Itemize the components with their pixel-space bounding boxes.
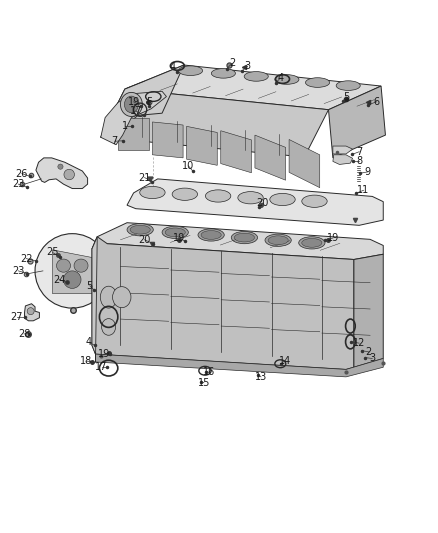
Text: 1: 1 xyxy=(122,122,128,131)
Ellipse shape xyxy=(302,195,327,207)
Text: 19: 19 xyxy=(173,232,185,243)
Text: 14: 14 xyxy=(279,356,291,366)
Text: 19: 19 xyxy=(98,349,110,359)
Polygon shape xyxy=(328,86,385,158)
Text: 17: 17 xyxy=(95,362,108,372)
Ellipse shape xyxy=(100,286,117,308)
Text: 4: 4 xyxy=(170,62,176,72)
Text: 24: 24 xyxy=(53,274,65,285)
Polygon shape xyxy=(36,158,88,189)
Text: 5: 5 xyxy=(343,92,349,102)
Ellipse shape xyxy=(211,69,236,78)
Text: 20: 20 xyxy=(138,235,151,245)
Circle shape xyxy=(27,308,34,314)
Polygon shape xyxy=(333,146,353,154)
Text: 23: 23 xyxy=(12,179,25,189)
Ellipse shape xyxy=(74,259,88,272)
Text: 19: 19 xyxy=(327,233,339,243)
Text: 8: 8 xyxy=(356,156,362,166)
Polygon shape xyxy=(255,135,286,180)
Text: 18: 18 xyxy=(80,356,92,366)
Text: 20: 20 xyxy=(257,198,269,208)
Polygon shape xyxy=(95,354,383,377)
Text: 7: 7 xyxy=(112,136,118,146)
Ellipse shape xyxy=(305,78,330,87)
Ellipse shape xyxy=(198,229,224,241)
Text: 3: 3 xyxy=(244,61,251,71)
Text: 5: 5 xyxy=(87,281,93,291)
Text: 25: 25 xyxy=(46,247,59,257)
Polygon shape xyxy=(101,65,184,138)
Ellipse shape xyxy=(234,233,254,242)
Text: 5: 5 xyxy=(146,97,152,107)
Text: 26: 26 xyxy=(16,168,28,179)
Polygon shape xyxy=(354,254,383,367)
Text: 23: 23 xyxy=(12,266,25,276)
Ellipse shape xyxy=(270,193,295,206)
Polygon shape xyxy=(127,179,383,225)
Text: 4: 4 xyxy=(86,337,92,348)
Ellipse shape xyxy=(299,237,325,249)
Text: 19: 19 xyxy=(127,97,140,107)
Polygon shape xyxy=(92,237,354,369)
Ellipse shape xyxy=(113,287,131,308)
Circle shape xyxy=(64,169,74,180)
Ellipse shape xyxy=(268,236,288,245)
Ellipse shape xyxy=(130,225,150,234)
Circle shape xyxy=(35,233,110,308)
Text: 16: 16 xyxy=(203,367,215,377)
Ellipse shape xyxy=(102,319,116,335)
Ellipse shape xyxy=(205,190,231,202)
Polygon shape xyxy=(152,122,183,158)
Text: 11: 11 xyxy=(357,185,370,195)
Text: 7: 7 xyxy=(356,147,362,157)
Ellipse shape xyxy=(57,259,71,272)
Ellipse shape xyxy=(140,187,165,199)
Polygon shape xyxy=(92,237,97,362)
Text: 15: 15 xyxy=(198,377,210,387)
Ellipse shape xyxy=(231,231,258,244)
Text: 22: 22 xyxy=(20,254,32,264)
Polygon shape xyxy=(101,89,328,157)
Text: 2: 2 xyxy=(229,58,235,68)
Ellipse shape xyxy=(162,226,188,238)
Circle shape xyxy=(64,271,81,288)
Ellipse shape xyxy=(275,75,299,84)
Text: 2: 2 xyxy=(366,347,372,357)
Text: 28: 28 xyxy=(18,329,30,339)
Circle shape xyxy=(58,164,63,169)
Ellipse shape xyxy=(124,96,138,113)
Polygon shape xyxy=(125,65,381,110)
Text: 9: 9 xyxy=(365,167,371,177)
Polygon shape xyxy=(118,118,149,150)
Ellipse shape xyxy=(120,92,142,117)
Polygon shape xyxy=(101,91,166,145)
Polygon shape xyxy=(53,250,93,294)
Ellipse shape xyxy=(336,81,360,91)
Ellipse shape xyxy=(302,238,322,247)
Polygon shape xyxy=(187,126,217,165)
Ellipse shape xyxy=(238,191,263,204)
Text: 10: 10 xyxy=(182,161,194,171)
Text: 27: 27 xyxy=(11,312,23,322)
Ellipse shape xyxy=(201,231,221,239)
Text: 3: 3 xyxy=(369,353,375,364)
Ellipse shape xyxy=(244,71,268,81)
Polygon shape xyxy=(25,304,39,321)
Ellipse shape xyxy=(127,223,153,236)
Polygon shape xyxy=(92,223,383,260)
Text: 6: 6 xyxy=(374,97,380,107)
Ellipse shape xyxy=(265,234,291,246)
Text: 17: 17 xyxy=(130,106,142,116)
Ellipse shape xyxy=(179,66,202,76)
Ellipse shape xyxy=(172,188,198,200)
Polygon shape xyxy=(221,131,251,173)
Polygon shape xyxy=(289,140,320,188)
Ellipse shape xyxy=(165,228,185,237)
Text: 4: 4 xyxy=(277,73,283,83)
Text: 21: 21 xyxy=(138,173,151,183)
Text: 13: 13 xyxy=(255,372,267,382)
Text: 12: 12 xyxy=(353,338,365,348)
Polygon shape xyxy=(333,155,353,165)
